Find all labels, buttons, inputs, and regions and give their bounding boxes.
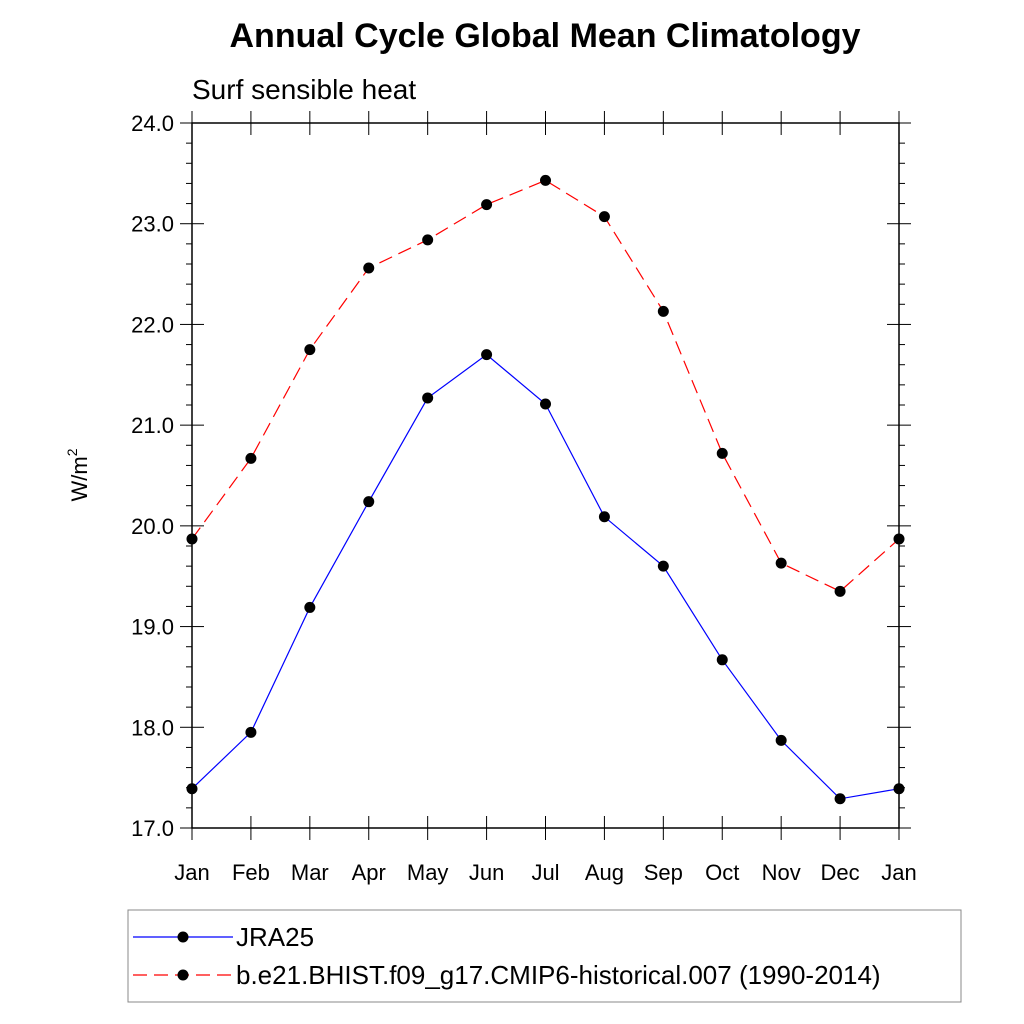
data-point (363, 496, 375, 508)
series-2 (186, 174, 905, 597)
x-tick-label: Jun (469, 860, 504, 885)
legend-marker (177, 969, 189, 981)
svg-text:W/m2: W/m2 (64, 448, 92, 501)
y-tick-label: 24.0 (131, 111, 174, 136)
axis-ticks (180, 111, 911, 840)
data-point (245, 726, 257, 738)
data-point (304, 601, 316, 613)
data-point (422, 234, 434, 246)
x-tick-label: May (407, 860, 449, 885)
data-point (775, 734, 787, 746)
x-tick-label: Mar (291, 860, 329, 885)
data-point (716, 447, 728, 459)
y-tick-label: 22.0 (131, 312, 174, 337)
series-line (191, 353, 900, 800)
x-tick-labels: Jan Feb Mar Apr May Jun Jul Aug Sep Oct Nov Dec Jan (174, 860, 916, 885)
y-tick-label: 17.0 (131, 816, 174, 841)
series-1 (186, 349, 905, 805)
data-point (834, 793, 846, 805)
data-point (893, 783, 905, 795)
chart-title: Annual Cycle Global Mean Climatology (230, 17, 861, 55)
y-axis-label-exponent: 2 (64, 448, 80, 456)
x-tick-label: Apr (352, 860, 386, 885)
data-point (834, 585, 846, 597)
data-point (540, 398, 551, 410)
data-point (598, 511, 610, 523)
data-point (657, 560, 669, 572)
legend-item-2: b.e21.BHIST.f09_g17.CMIP6-historical.007… (133, 960, 881, 990)
x-tick-label: Oct (705, 860, 739, 885)
x-tick-label: Feb (232, 860, 270, 885)
data-point (363, 262, 375, 274)
data-point (481, 349, 493, 361)
data-point (481, 199, 493, 211)
series-layer (186, 174, 905, 805)
data-point (304, 344, 316, 356)
plot-frame (191, 122, 900, 829)
y-tick-labels: 17.0 18.0 19.0 20.0 21.0 22.0 23.0 24.0 (131, 111, 174, 841)
data-point (540, 174, 551, 186)
y-axis-label: W/m2 (64, 448, 92, 501)
legend-box (127, 909, 962, 1003)
data-point (422, 392, 434, 404)
series-line (191, 179, 900, 593)
x-tick-label: Nov (762, 860, 801, 885)
x-tick-label: Aug (585, 860, 624, 885)
data-point (716, 654, 728, 666)
legend-label: JRA25 (236, 922, 314, 952)
x-tick-label: Sep (644, 860, 683, 885)
y-tick-label: 21.0 (131, 413, 174, 438)
x-tick-label: Jan (174, 860, 209, 885)
data-point (657, 305, 669, 317)
data-point (598, 211, 610, 223)
y-axis-label-base: W/m (67, 456, 92, 501)
data-point (245, 452, 257, 464)
data-point (775, 557, 787, 569)
y-tick-label: 23.0 (131, 212, 174, 237)
x-tick-label: Jan (881, 860, 916, 885)
data-point (186, 533, 198, 545)
legend: JRA25 b.e21.BHIST.f09_g17.CMIP6-historica… (133, 922, 881, 990)
data-point (186, 783, 198, 795)
y-tick-label: 18.0 (131, 715, 174, 740)
x-tick-label: Dec (821, 860, 860, 885)
chart-subtitle: Surf sensible heat (192, 74, 416, 105)
legend-item-1: JRA25 (133, 922, 314, 952)
y-tick-label: 19.0 (131, 615, 174, 640)
legend-marker (177, 931, 189, 943)
data-point (893, 533, 905, 545)
y-tick-label: 20.0 (131, 514, 174, 539)
legend-label: b.e21.BHIST.f09_g17.CMIP6-historical.007… (236, 960, 881, 990)
x-tick-label: Jul (531, 860, 559, 885)
